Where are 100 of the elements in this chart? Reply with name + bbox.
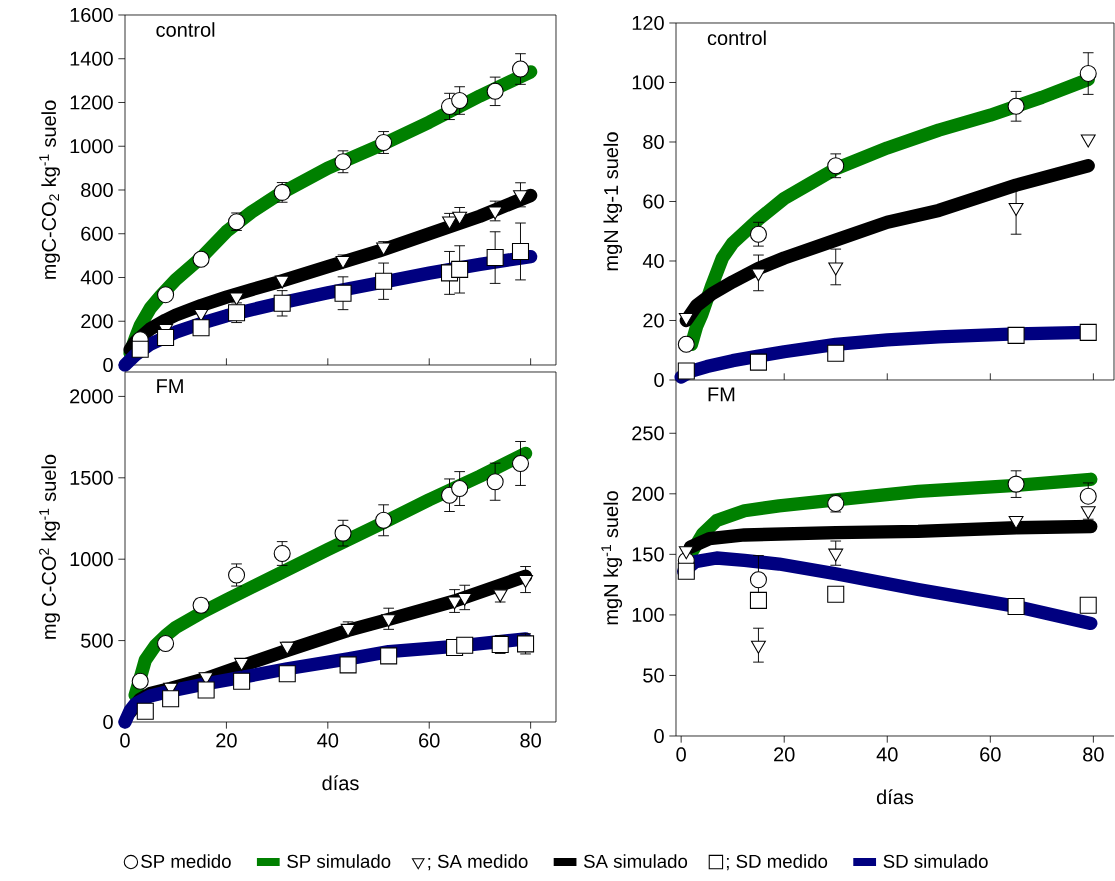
point [678, 546, 694, 560]
point [492, 589, 508, 603]
y-axis-title: mgC-CO$_{2}$ kg$^{-1}$ suelo [39, 100, 60, 279]
y-tick-label: 400 [80, 270, 113, 285]
point [274, 275, 290, 289]
y-tick-label: 800 [81, 182, 113, 198]
y-tick-label: 150 [632, 547, 664, 562]
y-axis-title: mgN kg-1 suelo [603, 132, 623, 271]
y-axis-title: mgN kg$^{-1}$ suelo [601, 491, 623, 625]
x-tick-label: 20 [774, 747, 795, 762]
y-tick-label: 0 [103, 714, 113, 730]
y-tick-label: 1400 [70, 51, 113, 66]
point [452, 211, 468, 225]
y-tick-label: 1600 [70, 7, 113, 23]
point [162, 690, 180, 708]
point [486, 82, 504, 100]
y-tick-label: 200 [632, 486, 664, 501]
point [1079, 323, 1097, 341]
y-tick-label: 500 [81, 633, 113, 648]
point [197, 681, 215, 699]
point [1007, 597, 1025, 615]
point [677, 335, 695, 353]
point [456, 636, 474, 654]
y-tick-label: 200 [81, 314, 113, 329]
point [1007, 326, 1025, 344]
point [828, 262, 844, 276]
point [677, 562, 695, 580]
y-tick-label: 250 [632, 426, 664, 441]
point [136, 702, 154, 720]
point [1008, 515, 1024, 529]
x-tick-label: 20 [216, 733, 237, 748]
y-tick-label: 0 [654, 372, 664, 388]
y-tick-label: 80 [643, 134, 664, 150]
chart-title: FM [708, 387, 735, 402]
point [279, 641, 295, 655]
point [339, 656, 357, 674]
legend-label: ; SD medido [726, 854, 828, 871]
point [827, 157, 845, 175]
point [442, 216, 457, 230]
point [157, 286, 175, 304]
y-axis-title: mg C-CO$^{2}$ kg$^{-1}$ suelo [39, 454, 60, 639]
point [335, 255, 351, 269]
point [750, 268, 766, 282]
legend-label: SD simulado [883, 854, 988, 868]
point [375, 511, 393, 529]
point [677, 362, 695, 380]
y-tick-label: 0 [103, 357, 113, 373]
point [192, 319, 210, 337]
point [229, 292, 245, 306]
y-tick-label: 2000 [70, 389, 113, 404]
point [334, 284, 352, 302]
x-axis-title: días [322, 775, 359, 791]
point [513, 190, 528, 204]
point [827, 344, 845, 362]
point [511, 242, 530, 260]
x-axis-title: días [876, 789, 914, 805]
point [380, 647, 398, 665]
chart-title: control [707, 30, 766, 46]
x-tick-label: 60 [980, 747, 1001, 762]
y-tick-label: 20 [643, 313, 664, 328]
point [1079, 65, 1097, 83]
point [511, 60, 530, 78]
legend-label: SP simulado [287, 854, 391, 868]
point [1008, 202, 1024, 216]
legend-label: ; SA medido [428, 854, 528, 871]
point [233, 672, 251, 690]
y-tick-label: 100 [632, 607, 664, 622]
point [131, 340, 149, 358]
legend-label: SP medido [141, 854, 231, 868]
y-tick-label: 60 [643, 194, 664, 209]
x-tick-label: 80 [1083, 747, 1104, 762]
point [234, 657, 250, 671]
x-tick-label: 0 [120, 733, 130, 748]
legend-label: SA simulado [583, 854, 688, 868]
y-tick-label: 100 [632, 75, 664, 90]
point [678, 312, 694, 327]
point [511, 454, 530, 473]
point [334, 524, 352, 542]
point [192, 250, 210, 268]
point [1080, 134, 1096, 148]
x-tick-label: 80 [520, 733, 541, 748]
y-tick-label: 1000 [70, 552, 113, 567]
point [828, 548, 844, 562]
y-tick-label: 1500 [70, 470, 113, 485]
y-tick-label: 40 [642, 253, 664, 269]
point [131, 672, 149, 690]
point [376, 242, 392, 256]
point [486, 249, 504, 267]
chart-title: FM [157, 379, 183, 393]
point [451, 260, 469, 278]
point [193, 308, 209, 322]
y-tick-label: 600 [81, 226, 113, 241]
chart-title: control [156, 22, 215, 37]
y-tick-label: 50 [643, 668, 664, 683]
point [157, 634, 175, 653]
x-tick-label: 0 [676, 747, 686, 762]
y-tick-label: 1200 [70, 95, 113, 110]
point [157, 328, 175, 346]
point [1080, 506, 1096, 520]
point [278, 665, 296, 683]
